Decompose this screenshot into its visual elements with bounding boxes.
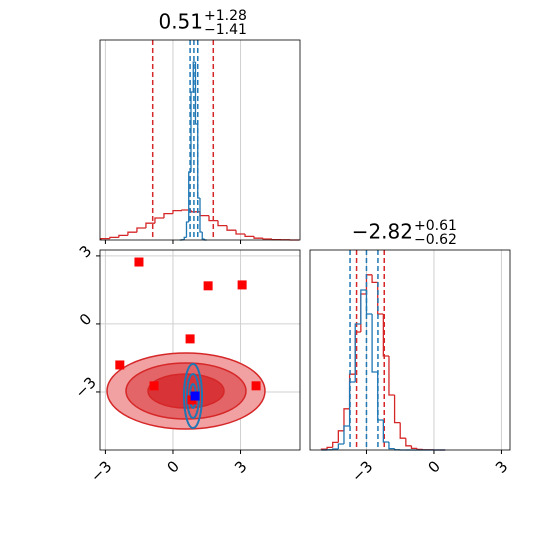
histogram-step bbox=[262, 238, 273, 240]
histogram-step bbox=[343, 408, 350, 431]
scatter-point bbox=[134, 257, 144, 267]
histogram-step bbox=[332, 448, 339, 450]
histogram-step bbox=[343, 425, 350, 444]
contour-blue-outer bbox=[183, 363, 203, 429]
scatter-point bbox=[190, 391, 200, 401]
histogram-step bbox=[354, 323, 361, 382]
axes-frame bbox=[309, 249, 511, 451]
axes-frame bbox=[99, 249, 301, 451]
scatter-point bbox=[203, 281, 213, 291]
histogram-step bbox=[194, 62, 198, 125]
histogram-step bbox=[100, 237, 110, 240]
histogram-step bbox=[235, 230, 246, 235]
scatter-point bbox=[251, 381, 261, 391]
histogram-step bbox=[332, 441, 339, 448]
histogram-step bbox=[185, 221, 189, 238]
histogram-step bbox=[382, 420, 389, 443]
histogram-step bbox=[127, 231, 137, 236]
histogram-step bbox=[382, 314, 389, 357]
axes-frame bbox=[99, 39, 301, 241]
histogram-step bbox=[190, 210, 200, 213]
histogram-step bbox=[271, 238, 282, 241]
histogram-step bbox=[244, 234, 255, 238]
panel-title: −2.82 bbox=[352, 220, 413, 244]
panel-title: 0.51 bbox=[158, 10, 203, 34]
histogram-step bbox=[371, 314, 378, 373]
histogram-step bbox=[226, 225, 237, 231]
histogram-step bbox=[388, 442, 395, 450]
histogram-step bbox=[109, 236, 119, 239]
scatter-point bbox=[149, 381, 159, 391]
histogram-step bbox=[201, 232, 205, 240]
histogram-step bbox=[360, 289, 367, 324]
histogram-step bbox=[337, 443, 344, 449]
histogram-step bbox=[405, 438, 412, 447]
scatter-point bbox=[237, 280, 247, 290]
histogram-step bbox=[337, 430, 344, 443]
histogram-step bbox=[145, 222, 155, 228]
histogram-step bbox=[371, 274, 378, 284]
histogram-step bbox=[163, 212, 173, 218]
histogram-step bbox=[154, 217, 164, 224]
scatter-point bbox=[185, 334, 195, 344]
histogram-step bbox=[208, 215, 219, 222]
title-upper: +0.61 bbox=[414, 218, 457, 234]
histogram-step bbox=[181, 209, 191, 211]
histogram-step bbox=[118, 234, 128, 238]
histogram-step bbox=[199, 198, 203, 233]
histogram-step bbox=[190, 91, 194, 172]
title-lower: −0.62 bbox=[414, 232, 457, 248]
histogram-step bbox=[326, 446, 333, 450]
histogram-step bbox=[399, 422, 406, 439]
histogram-step bbox=[393, 395, 401, 424]
scatter-point bbox=[115, 360, 125, 370]
histogram-step bbox=[172, 209, 182, 214]
histogram-step bbox=[217, 220, 228, 227]
density-contours bbox=[106, 352, 266, 430]
title-lower: −1.41 bbox=[204, 22, 247, 38]
histogram-step bbox=[388, 356, 395, 396]
histogram-step bbox=[410, 445, 418, 450]
histogram-step bbox=[136, 227, 146, 233]
histogram-step bbox=[183, 236, 187, 240]
histogram-step bbox=[253, 236, 264, 239]
title-upper: +1.28 bbox=[204, 8, 247, 24]
